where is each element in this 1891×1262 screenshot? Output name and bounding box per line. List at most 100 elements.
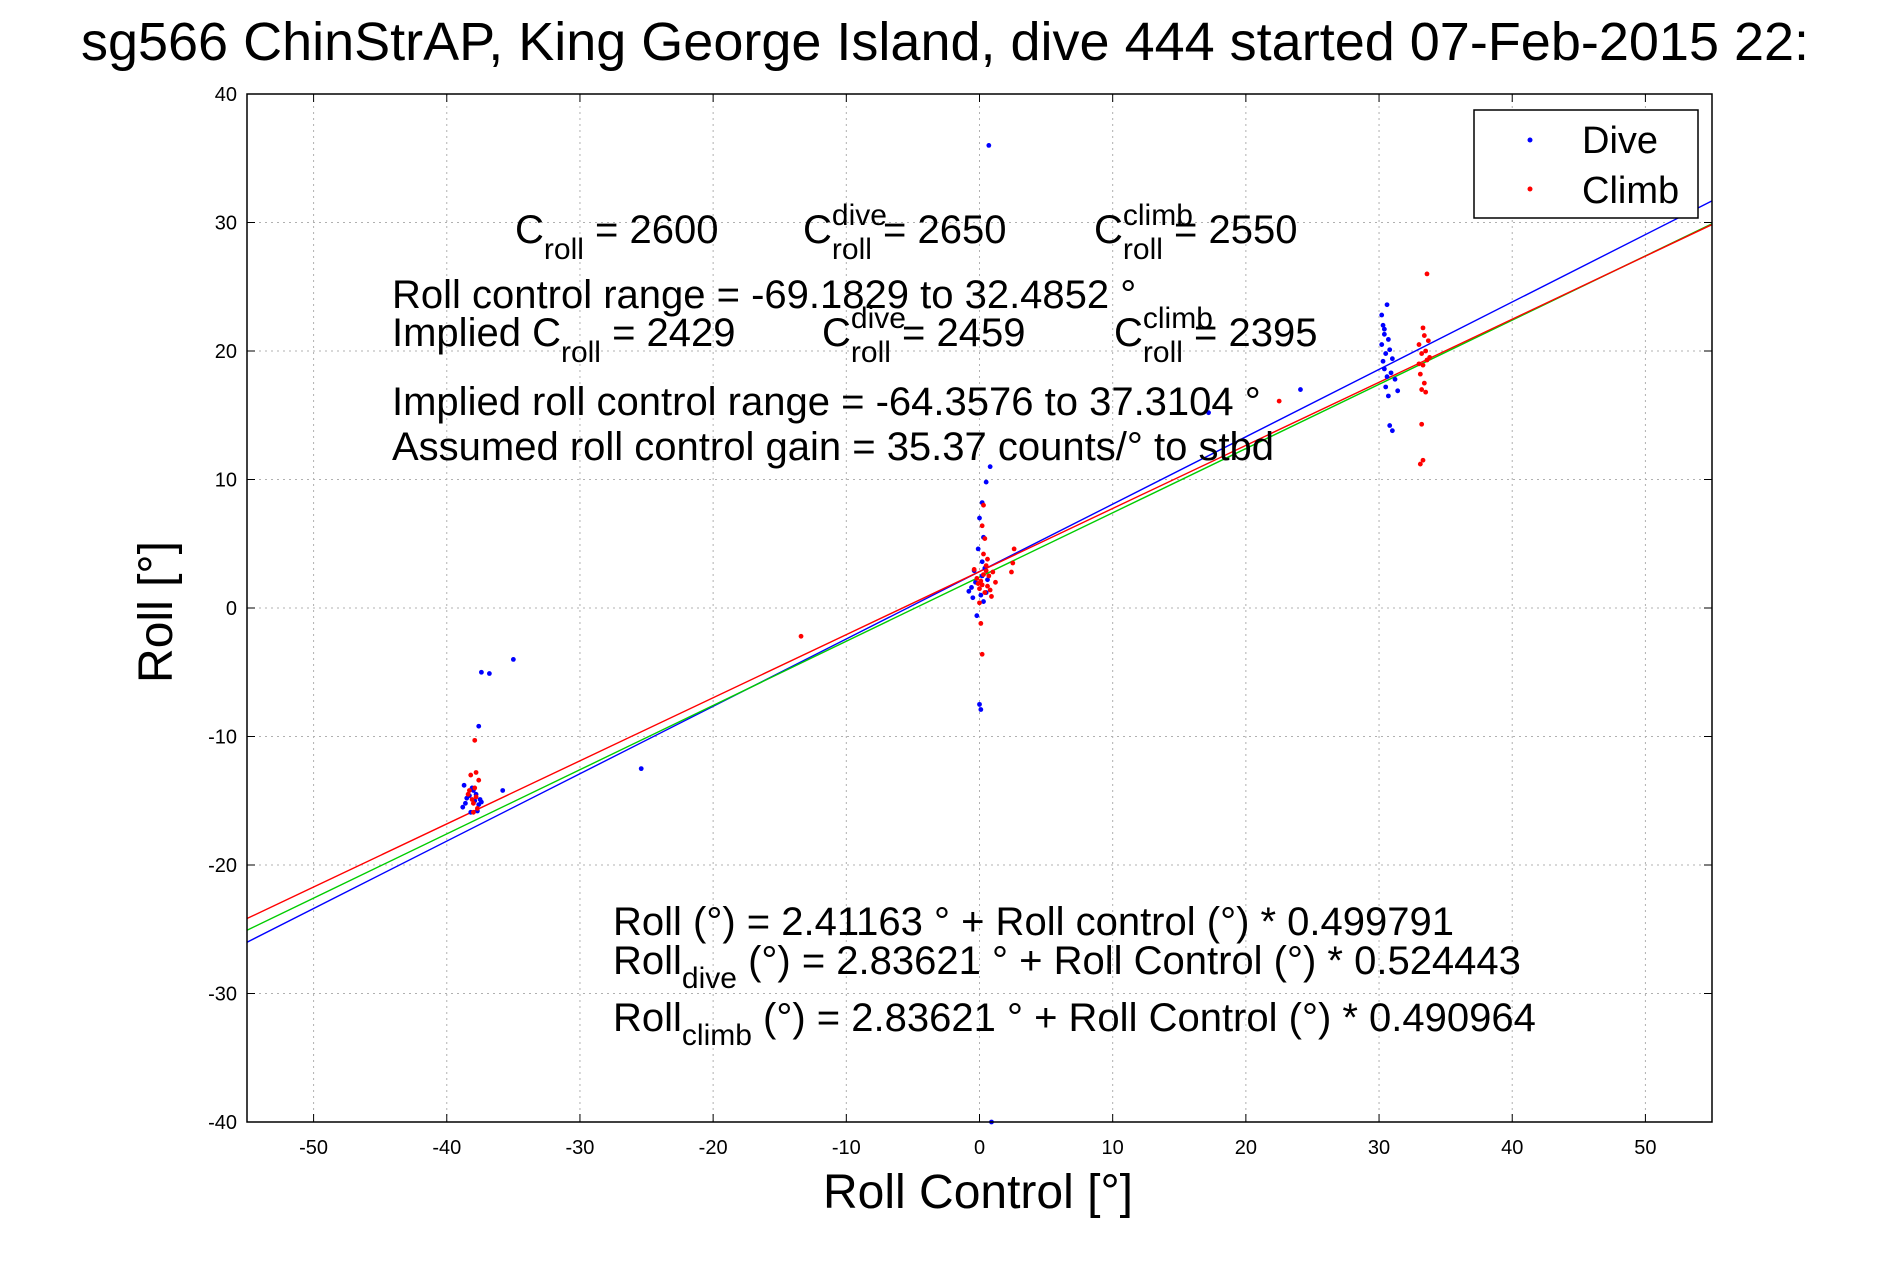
point-dive: [1395, 388, 1401, 394]
point-dive: [981, 599, 986, 604]
x-tick-label: 10: [1102, 1137, 1124, 1159]
point-dive: [460, 804, 466, 810]
point-climb: [472, 737, 478, 743]
annotations: Roll control range = -69.1829 to 32.4852…: [392, 199, 1536, 1052]
point-dive: [486, 671, 492, 676]
point-dive: [463, 800, 468, 806]
implied-c-roll-term-sup: climb: [1143, 302, 1213, 335]
y-tick-label: 0: [226, 598, 237, 620]
point-climb: [974, 576, 980, 581]
c-roll-term-sub: roll: [544, 233, 584, 266]
point-dive: [479, 669, 484, 675]
y-tick-label: 30: [215, 213, 237, 235]
point-climb: [989, 594, 994, 599]
implied-c-roll-term-2: Croll = 2395: [1114, 311, 1317, 369]
implied-c-roll-term-prefix: Implied: [392, 311, 532, 355]
point-dive: [1384, 374, 1390, 380]
point-climb: [983, 568, 989, 574]
x-tick-label: 30: [1368, 1137, 1390, 1159]
c-roll-term-rest: = 2650: [872, 208, 1007, 252]
implied-c-roll-term-rest: = 2429: [601, 311, 736, 355]
point-climb: [473, 794, 479, 800]
point-climb: [971, 567, 977, 572]
x-tick-label: -40: [432, 1137, 461, 1159]
point-dive: [1379, 312, 1385, 318]
c-roll-term-rest: = 2550: [1163, 208, 1298, 252]
point-climb: [983, 563, 989, 568]
point-dive: [1384, 302, 1390, 308]
equation-climb-sub: climb: [682, 1019, 752, 1052]
point-climb: [476, 777, 482, 783]
point-dive: [1392, 376, 1398, 382]
point-climb: [978, 621, 984, 626]
point-climb: [982, 590, 988, 595]
point-climb: [986, 573, 992, 579]
point-climb: [975, 581, 981, 586]
legend-climb-label: Climb: [1582, 170, 1679, 212]
c-roll-term-sup: climb: [1123, 199, 1193, 232]
point-climb: [467, 788, 472, 793]
c-roll-term-1: Croll = 2650: [803, 208, 1006, 266]
point-climb: [471, 809, 476, 815]
c-roll-term-base: C: [515, 208, 544, 252]
chart-title: sg566 ChinStrAP, King George Island, div…: [81, 12, 1809, 72]
implied-c-roll-term-sub: roll: [851, 336, 891, 369]
equation-dive: Rolldive (°) = 2.83621 ° + Roll Control …: [613, 939, 1521, 995]
point-dive: [1380, 322, 1386, 328]
y-tick-label: 10: [215, 470, 237, 492]
point-dive: [1298, 387, 1303, 392]
y-axis-label: Roll [°]: [130, 541, 183, 683]
point-climb: [465, 791, 471, 797]
c-roll-term-base: C: [803, 208, 832, 252]
point-climb: [1423, 389, 1429, 395]
point-dive: [1385, 393, 1391, 399]
point-climb: [1421, 333, 1427, 338]
point-climb: [993, 579, 998, 585]
y-tick-label: 20: [215, 341, 237, 363]
c-roll-term-2: Croll = 2550: [1094, 208, 1297, 266]
range-annotation: Roll control range = -69.1829 to 32.4852…: [392, 273, 1136, 317]
c-roll-term-sup: dive: [832, 199, 887, 232]
point-dive: [1380, 358, 1386, 364]
point-dive: [974, 613, 980, 619]
x-tick-label: -20: [699, 1137, 728, 1159]
point-climb: [1011, 546, 1017, 552]
point-dive: [977, 701, 982, 707]
point-dive: [1381, 326, 1387, 332]
point-climb: [1276, 398, 1282, 404]
equation-dive-base: Roll: [613, 939, 682, 983]
implied-c-roll-term-base: C: [1114, 311, 1143, 355]
legend-box: [1473, 109, 1699, 219]
point-dive: [1381, 331, 1387, 337]
implied-c-roll-term-base: C: [532, 311, 561, 355]
point-dive: [461, 782, 467, 788]
x-tick-label: 0: [974, 1137, 985, 1159]
point-climb: [471, 800, 476, 806]
equation-dive-rest: (°) = 2.83621 ° + Roll Control (°) * 0.5…: [737, 939, 1521, 983]
point-climb: [1419, 351, 1425, 356]
point-climb: [985, 583, 990, 589]
point-climb: [1423, 348, 1429, 354]
point-dive: [1389, 428, 1395, 434]
point-dive: [986, 143, 992, 148]
point-dive: [638, 766, 644, 772]
y-tick-label: 40: [215, 84, 237, 106]
point-climb: [475, 806, 480, 811]
legend-dive-marker: [1527, 137, 1533, 143]
x-tick-label: -10: [832, 1137, 861, 1159]
x-tick-label: -50: [299, 1137, 328, 1159]
c-roll-term-0: Croll = 2600: [515, 208, 718, 266]
point-climb: [977, 586, 982, 592]
point-climb: [981, 502, 986, 508]
point-dive: [500, 788, 506, 793]
c-roll-term-rest: = 2600: [584, 208, 719, 252]
point-climb: [1416, 361, 1422, 367]
x-axis-label: Roll Control [°]: [823, 1166, 1133, 1219]
point-climb: [982, 536, 988, 542]
point-climb: [1420, 325, 1426, 331]
legend: Dive Climb: [1473, 109, 1699, 219]
point-dive: [977, 515, 982, 521]
point-dive: [479, 799, 484, 805]
point-dive: [476, 723, 482, 729]
point-climb: [1424, 271, 1430, 277]
